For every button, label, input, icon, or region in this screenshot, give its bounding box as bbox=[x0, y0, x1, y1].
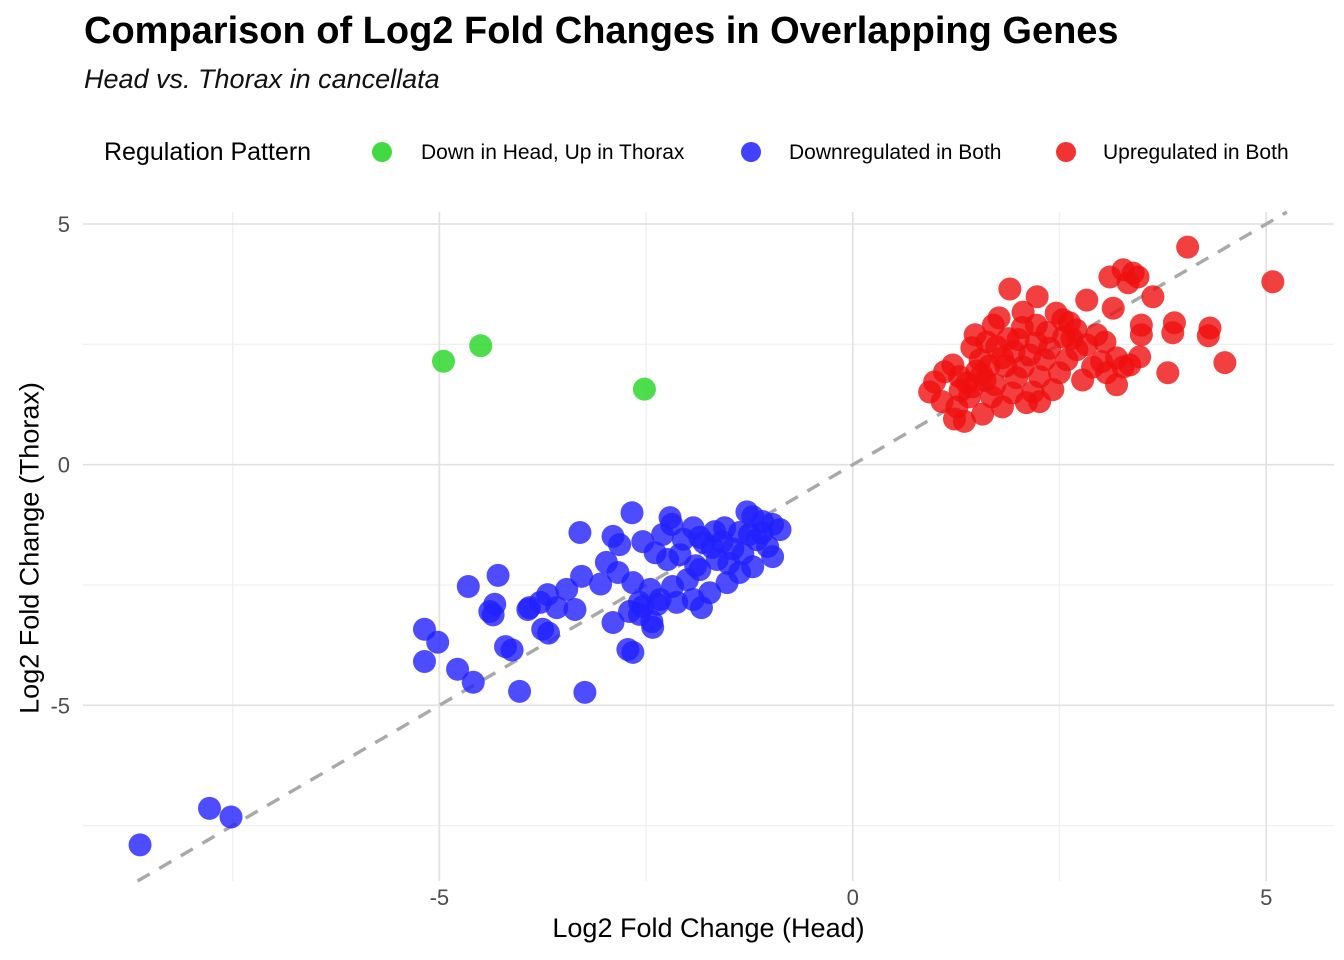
data-point bbox=[426, 630, 450, 654]
data-point bbox=[128, 833, 152, 857]
data-point bbox=[589, 572, 613, 596]
legend-label-red: Upregulated in Both bbox=[1103, 141, 1289, 164]
x-axis-title: Log2 Fold Change (Head) bbox=[552, 913, 865, 943]
data-point bbox=[219, 805, 243, 829]
data-point bbox=[688, 558, 712, 582]
data-point bbox=[1213, 351, 1237, 375]
data-point bbox=[469, 334, 493, 358]
y-axis-title: Log2 Fold Change (Thorax) bbox=[14, 382, 45, 714]
data-point bbox=[536, 583, 560, 607]
data-point bbox=[952, 409, 976, 433]
data-point bbox=[621, 640, 645, 664]
data-point bbox=[1156, 361, 1180, 385]
data-point bbox=[563, 598, 587, 622]
data-point bbox=[573, 680, 597, 704]
data-point bbox=[971, 402, 995, 426]
data-point bbox=[461, 670, 485, 694]
data-point bbox=[1075, 288, 1099, 312]
x-tick-label: 0 bbox=[847, 885, 859, 910]
data-point bbox=[998, 277, 1022, 301]
x-tick-label: -5 bbox=[430, 885, 450, 910]
data-point bbox=[1198, 316, 1222, 340]
data-point bbox=[698, 581, 722, 605]
data-point bbox=[1129, 313, 1153, 337]
y-tick-label: -5 bbox=[50, 693, 70, 718]
x-tick-label: 5 bbox=[1260, 885, 1272, 910]
data-point bbox=[1126, 265, 1150, 289]
data-point bbox=[456, 574, 480, 598]
data-point bbox=[1162, 311, 1186, 335]
data-point bbox=[987, 306, 1011, 330]
y-tick-label: 0 bbox=[58, 453, 70, 478]
data-point bbox=[483, 592, 507, 616]
legend-title: Regulation Pattern bbox=[104, 138, 312, 166]
legend-label-blue: Downregulated in Both bbox=[789, 141, 1002, 164]
data-point bbox=[555, 577, 579, 601]
data-point bbox=[412, 650, 436, 674]
y-tick-label: 5 bbox=[58, 212, 70, 237]
data-point bbox=[1128, 345, 1152, 369]
data-point bbox=[1025, 285, 1049, 309]
legend-dot-blue bbox=[741, 142, 761, 162]
data-point bbox=[768, 518, 792, 542]
data-point bbox=[761, 545, 785, 569]
data-point bbox=[1176, 235, 1200, 259]
data-point bbox=[621, 571, 645, 595]
data-point bbox=[431, 349, 455, 373]
data-point bbox=[741, 555, 765, 579]
data-point bbox=[198, 796, 222, 820]
data-point bbox=[608, 533, 632, 557]
data-point bbox=[620, 501, 644, 525]
data-point bbox=[1261, 270, 1285, 294]
data-point bbox=[508, 679, 532, 703]
data-point bbox=[568, 521, 592, 545]
data-point bbox=[486, 563, 510, 587]
data-point bbox=[641, 615, 665, 639]
chart-subtitle: Head vs. Thorax in cancellata bbox=[84, 64, 440, 94]
legend-label-green: Down in Head, Up in Thorax bbox=[421, 141, 685, 164]
data-point bbox=[446, 657, 470, 681]
data-point bbox=[1141, 285, 1165, 309]
data-point bbox=[1093, 330, 1117, 354]
data-point bbox=[537, 621, 561, 645]
chart-title: Comparison of Log2 Fold Changes in Overl… bbox=[84, 10, 1119, 52]
data-point bbox=[570, 564, 594, 588]
data-point bbox=[601, 611, 625, 635]
data-point bbox=[1105, 373, 1129, 397]
data-point bbox=[632, 377, 656, 401]
legend-dot-green bbox=[372, 142, 392, 162]
data-point bbox=[500, 638, 524, 662]
data-point bbox=[1101, 296, 1125, 320]
data-point bbox=[983, 373, 1007, 397]
legend-dot-red bbox=[1056, 142, 1076, 162]
